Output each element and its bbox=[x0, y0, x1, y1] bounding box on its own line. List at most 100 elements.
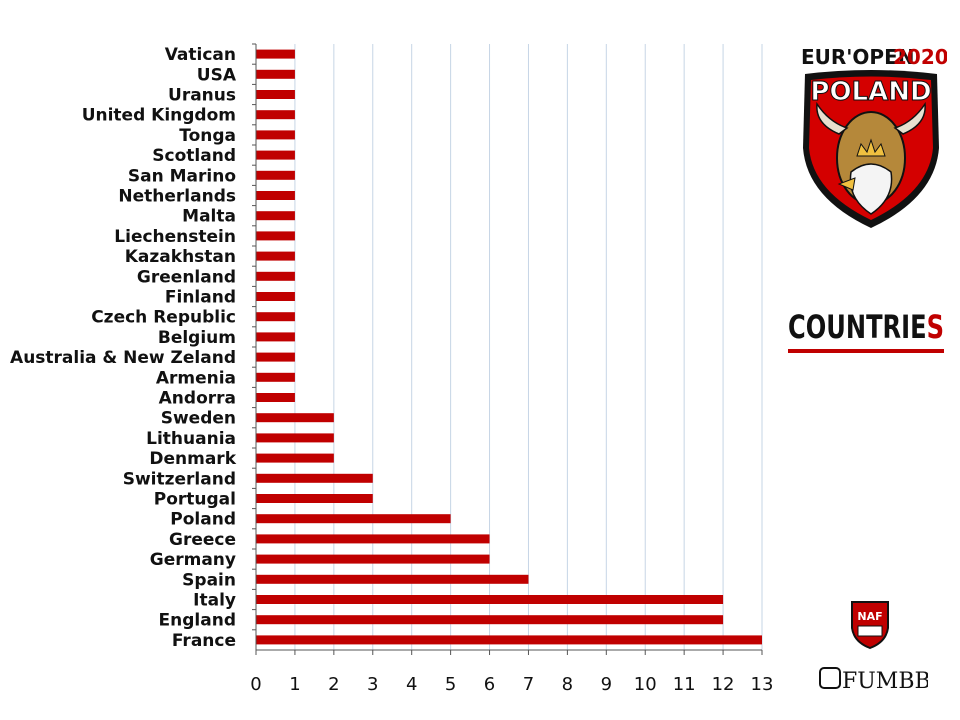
bar bbox=[256, 372, 295, 382]
axes bbox=[252, 43, 763, 655]
countries-heading-last: S bbox=[927, 308, 944, 346]
bar bbox=[256, 170, 295, 180]
bar bbox=[256, 393, 295, 402]
category-label: Italy bbox=[193, 591, 236, 611]
bar bbox=[256, 332, 295, 342]
category-label: France bbox=[172, 631, 236, 651]
naf-logo: NAF bbox=[851, 601, 889, 650]
x-tick-label: 3 bbox=[367, 674, 378, 695]
bar bbox=[256, 292, 295, 301]
category-label: Malta bbox=[182, 207, 236, 227]
bar bbox=[256, 271, 295, 281]
x-tick-label: 5 bbox=[445, 674, 456, 695]
category-label: Switzerland bbox=[123, 469, 236, 489]
category-label: Czech Republic bbox=[91, 308, 236, 328]
category-label: United Kingdom bbox=[82, 106, 236, 126]
category-label: Sweden bbox=[161, 409, 236, 429]
category-label: San Marino bbox=[128, 166, 236, 186]
bar bbox=[256, 352, 295, 362]
category-label: Andorra bbox=[159, 389, 236, 409]
bar bbox=[256, 110, 295, 120]
bar bbox=[256, 514, 451, 524]
crown-icon bbox=[856, 138, 886, 157]
x-tick-labels: 0 1 2 3 4 5 6 7 8 9 10 11 12 13 bbox=[250, 674, 773, 695]
x-tick-label: 4 bbox=[406, 674, 417, 695]
x-tick-label: 7 bbox=[523, 674, 534, 695]
category-label: Armenia bbox=[156, 368, 236, 388]
category-label: Tonga bbox=[179, 126, 236, 146]
bar bbox=[256, 473, 373, 483]
category-label: Scotland bbox=[152, 146, 236, 166]
x-tick-label: 2 bbox=[328, 674, 339, 695]
fumbbl-dice-icon bbox=[819, 667, 841, 689]
horn-left-icon bbox=[816, 101, 849, 135]
countries-heading-text: COUNTRIES bbox=[788, 308, 944, 346]
category-label: USA bbox=[197, 65, 237, 85]
bar bbox=[256, 231, 295, 241]
x-tick-label: 1 bbox=[289, 674, 300, 695]
bar bbox=[256, 595, 724, 604]
bar bbox=[256, 453, 334, 463]
category-label: Germany bbox=[150, 550, 236, 570]
category-label: Lithuania bbox=[146, 429, 236, 449]
category-label: Greece bbox=[169, 530, 236, 550]
bar bbox=[256, 574, 529, 584]
category-label: Vatican bbox=[165, 45, 236, 65]
logo-europen-year: 2020 bbox=[893, 45, 947, 69]
category-label: Uranus bbox=[168, 86, 236, 106]
bars bbox=[256, 49, 762, 645]
bar bbox=[256, 211, 295, 221]
category-label: Liechenstein bbox=[114, 227, 236, 247]
eagle-head-icon bbox=[849, 163, 893, 215]
bar bbox=[256, 534, 490, 544]
countries-heading: COUNTRIES bbox=[788, 308, 944, 353]
category-label: Kazakhstan bbox=[125, 247, 236, 267]
category-label: Poland bbox=[170, 510, 236, 530]
x-tick-label: 10 bbox=[634, 674, 657, 695]
bar bbox=[256, 312, 295, 322]
bar bbox=[256, 251, 295, 261]
category-label: Belgium bbox=[158, 328, 236, 348]
eagle-beak-icon bbox=[837, 177, 856, 191]
x-tick-label: 8 bbox=[562, 674, 573, 695]
countries-heading-main: COUNTRIE bbox=[788, 308, 927, 346]
bar bbox=[256, 150, 295, 160]
fumbbl-logo-text: FUMBBL bbox=[842, 669, 928, 694]
europen-2020-poland-logo: EUR'OPEN 2020 POLAND bbox=[801, 45, 947, 228]
category-label: Greenland bbox=[137, 267, 236, 287]
category-label: Spain bbox=[182, 570, 236, 590]
bar bbox=[256, 90, 295, 99]
category-label: Australia & New Zeland bbox=[10, 348, 236, 368]
bar bbox=[256, 433, 334, 443]
category-label: England bbox=[159, 611, 236, 631]
category-label: Portugal bbox=[154, 490, 236, 510]
x-tick-label: 12 bbox=[712, 674, 735, 695]
bar bbox=[256, 615, 724, 625]
naf-shield-shape bbox=[851, 601, 889, 650]
logo-europen-title: EUR'OPEN bbox=[801, 45, 915, 69]
bar bbox=[256, 191, 295, 200]
category-label: Finland bbox=[165, 288, 236, 308]
fumbbl-logo: FUMBBL bbox=[819, 667, 928, 694]
x-tick-label: 9 bbox=[601, 674, 612, 695]
category-label: Netherlands bbox=[118, 187, 236, 207]
countries-underline bbox=[788, 349, 944, 353]
bar bbox=[256, 49, 295, 59]
x-tick-label: 6 bbox=[484, 674, 495, 695]
bar bbox=[256, 413, 334, 423]
naf-logo-text: NAF bbox=[857, 610, 882, 623]
bar bbox=[256, 554, 490, 564]
horn-right-icon bbox=[893, 101, 926, 135]
grid-lines bbox=[294, 44, 763, 650]
x-tick-label: 11 bbox=[673, 674, 696, 695]
logo-poland-text: POLAND bbox=[810, 77, 931, 107]
bar bbox=[256, 494, 373, 503]
x-tick-label: 0 bbox=[250, 674, 261, 695]
bar bbox=[256, 130, 295, 140]
bar bbox=[256, 69, 295, 79]
naf-stripe bbox=[857, 625, 883, 637]
x-tick-label: 13 bbox=[751, 674, 774, 695]
bar bbox=[256, 635, 762, 645]
